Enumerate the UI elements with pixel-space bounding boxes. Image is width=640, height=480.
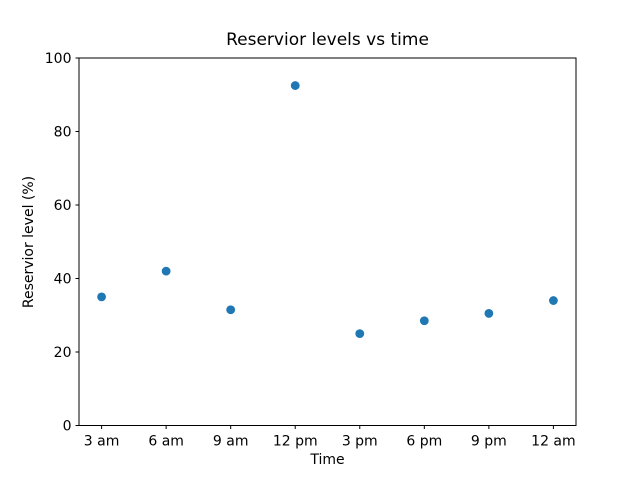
x-tick-label: 12 am xyxy=(531,434,575,450)
x-tick-label: 9 pm xyxy=(471,434,507,450)
x-tick-label: 6 pm xyxy=(406,434,442,450)
data-point xyxy=(161,266,171,276)
data-point xyxy=(549,296,558,305)
x-tick-label: 3 pm xyxy=(342,434,378,450)
y-tick-label: 60 xyxy=(54,198,72,214)
chart-title: Reservior levels vs time xyxy=(226,30,429,50)
data-point xyxy=(355,329,365,339)
data-point xyxy=(419,316,429,326)
axes-frame xyxy=(78,57,577,426)
data-point xyxy=(290,81,300,90)
y-tick-label: 20 xyxy=(54,345,72,361)
x-tick-label: 9 am xyxy=(213,434,249,450)
x-tick-label: 12 pm xyxy=(273,434,318,450)
data-point xyxy=(226,305,236,315)
data-point xyxy=(484,309,494,318)
x-axis-label: Time xyxy=(310,452,345,468)
y-tick-label: 80 xyxy=(54,125,72,141)
y-tick-label: 100 xyxy=(45,51,72,67)
x-tick-label: 6 am xyxy=(148,434,184,450)
y-tick-label: 40 xyxy=(54,272,72,288)
data-point xyxy=(97,292,106,302)
y-tick-label: 0 xyxy=(63,419,72,435)
x-tick-label: 3 am xyxy=(84,434,120,450)
y-axis-label: Reservior level (%) xyxy=(21,175,37,309)
